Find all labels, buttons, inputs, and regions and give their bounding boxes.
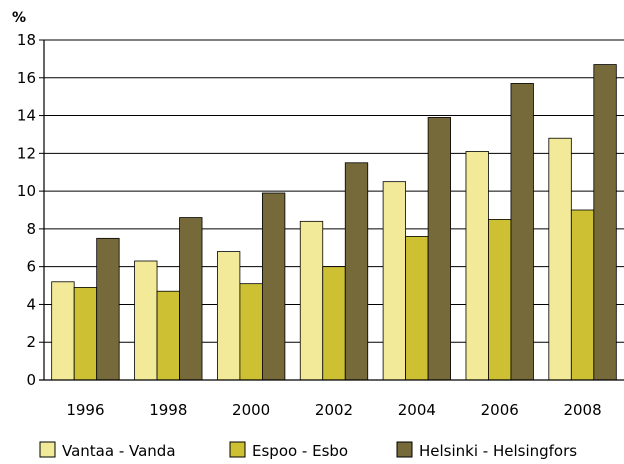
x-tick-label: 2002 <box>315 401 353 419</box>
legend-label: Vantaa - Vanda <box>62 442 176 460</box>
y-axis-ticks: 0 2 4 6 8 10 12 14 16 18 <box>17 31 44 389</box>
y-tick-label: 10 <box>17 182 36 200</box>
y-axis-unit-label: % <box>12 10 26 26</box>
bar-espoo-esbo-2002 <box>322 266 346 381</box>
bar-helsinki-helsingfors-2002 <box>344 162 369 381</box>
x-tick-label: 2008 <box>563 401 601 419</box>
x-axis-ticks: 1996 1998 2000 2002 2004 2006 2008 <box>66 401 601 419</box>
x-tick-label: 2004 <box>398 401 436 419</box>
y-tick-label: 18 <box>17 31 36 49</box>
bar-helsinki-helsingfors-1998 <box>179 217 203 381</box>
x-tick-label: 2006 <box>481 401 519 419</box>
bar-vantaa-vanda-2000 <box>216 251 241 381</box>
bar-helsinki-helsingfors-1996 <box>96 237 120 381</box>
legend-swatch <box>396 441 413 458</box>
bar-vantaa-vanda-2006 <box>465 151 489 381</box>
axes <box>39 40 624 381</box>
x-tick-label: 1998 <box>149 401 187 419</box>
bar-vantaa-vanda-1998 <box>134 260 158 381</box>
y-tick-label: 6 <box>26 258 36 276</box>
legend-swatch <box>229 441 246 458</box>
y-tick-label: 14 <box>17 107 36 125</box>
bar-espoo-esbo-1996 <box>73 287 98 381</box>
y-tick-label: 8 <box>26 220 36 238</box>
legend-swatch <box>39 441 56 458</box>
bar-espoo-esbo-2008 <box>570 209 595 381</box>
y-tick-label: 16 <box>17 69 36 87</box>
x-tick-label: 2000 <box>232 401 270 419</box>
bar-vantaa-vanda-2004 <box>382 181 407 381</box>
bar-vantaa-vanda-2002 <box>299 220 324 381</box>
x-tick-label: 1996 <box>66 401 104 419</box>
bar-helsinki-helsingfors-2000 <box>261 192 286 381</box>
bar-helsinki-helsingfors-2004 <box>427 117 452 381</box>
legend-label: Helsinki - Helsingfors <box>419 442 577 460</box>
bar-espoo-esbo-1998 <box>156 290 180 381</box>
y-tick-label: 4 <box>26 295 36 313</box>
bar-vantaa-vanda-2008 <box>548 137 572 381</box>
y-tick-label: 2 <box>26 333 36 351</box>
bar-vantaa-vanda-1996 <box>51 281 75 381</box>
bar-espoo-esbo-2006 <box>488 219 512 381</box>
bar-helsinki-helsingfors-2008 <box>593 64 617 381</box>
bar-espoo-esbo-2000 <box>239 283 263 381</box>
bar-helsinki-helsingfors-2006 <box>510 83 534 381</box>
bar-espoo-esbo-2004 <box>405 236 429 381</box>
legend: Vantaa - Vanda Espoo - Esbo Helsinki - Hel… <box>39 441 577 460</box>
y-tick-label: 12 <box>17 144 36 162</box>
bars <box>51 64 617 381</box>
y-tick-label: 0 <box>26 371 36 389</box>
legend-label: Espoo - Esbo <box>252 442 348 460</box>
